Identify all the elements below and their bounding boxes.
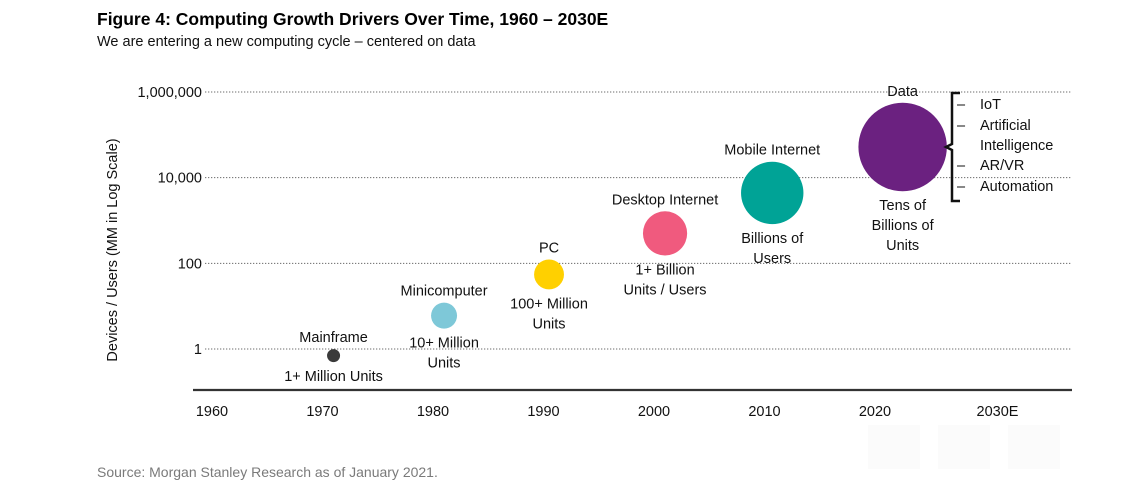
bubble-value-label: Units / Users bbox=[624, 282, 707, 298]
annotation-item: AR/VR bbox=[980, 158, 1024, 174]
faint-watermark-icon bbox=[868, 425, 920, 469]
faint-watermark-icon bbox=[938, 425, 990, 469]
bubble-labels: Mainframe 1+ Million Units Minicomputer 10+… bbox=[284, 84, 934, 385]
y-tick-label: 1,000,000 bbox=[137, 85, 202, 101]
annotation-bullet: – bbox=[957, 179, 966, 195]
x-tick-label: 1960 bbox=[196, 404, 228, 420]
bubble-mainframe bbox=[327, 349, 341, 363]
bubble-value-label: Tens of bbox=[879, 198, 927, 214]
bubble-value-label: Billions of bbox=[872, 218, 935, 234]
bubble-pc bbox=[534, 259, 564, 290]
bubble-value-label: 100+ Million bbox=[510, 296, 588, 312]
bubble-value-label: 1+ Million Units bbox=[284, 369, 383, 385]
bubble-name-label: Data bbox=[887, 84, 919, 100]
x-tick-labels: 1960 1970 1980 1990 2000 2010 2020 2030E bbox=[196, 404, 1019, 420]
source-note: Source: Morgan Stanley Research as of Ja… bbox=[97, 464, 438, 480]
annotation-item: Automation bbox=[980, 179, 1053, 195]
x-tick-label: 1970 bbox=[306, 404, 338, 420]
y-tick-label: 1 bbox=[194, 342, 202, 358]
x-tick-label: 1990 bbox=[527, 404, 559, 420]
annotation-item: Artificial bbox=[980, 118, 1031, 134]
bubble-value-label: Units bbox=[533, 316, 566, 332]
bubble-desktop-internet bbox=[642, 211, 688, 256]
bubble-name-label: Desktop Internet bbox=[612, 192, 718, 208]
x-tick-label: 2020 bbox=[859, 404, 891, 420]
bubble-data bbox=[858, 102, 947, 192]
y-axis-label: Devices / Users (MM in Log Scale) bbox=[105, 138, 121, 361]
annotation-bullet: – bbox=[957, 158, 966, 174]
figure-title: Figure 4: Computing Growth Drivers Over … bbox=[97, 9, 609, 29]
y-tick-label: 100 bbox=[178, 256, 202, 272]
x-tick-label: 2030E bbox=[977, 404, 1019, 420]
bubbles bbox=[327, 102, 947, 363]
bubble-value-label: Users bbox=[753, 251, 791, 267]
bubble-minicomputer bbox=[431, 302, 458, 329]
annotation-bullet: – bbox=[957, 97, 966, 113]
annotation-item: Intelligence bbox=[980, 138, 1053, 154]
y-tick-label: 10,000 bbox=[158, 171, 202, 187]
bubble-name-label: Mobile Internet bbox=[724, 143, 820, 159]
bubble-mobile-internet bbox=[741, 161, 804, 225]
bubble-name-label: PC bbox=[539, 241, 559, 257]
x-tick-label: 2010 bbox=[748, 404, 780, 420]
x-tick-label: 1980 bbox=[417, 404, 449, 420]
faint-watermark-icon bbox=[1008, 425, 1060, 469]
bubble-name-label: Minicomputer bbox=[401, 284, 488, 300]
y-tick-labels: 1 100 10,000 1,000,000 bbox=[137, 85, 202, 358]
bubble-value-label: Units bbox=[428, 356, 461, 372]
annotation-item: IoT bbox=[980, 97, 1001, 113]
bubble-value-label: 1+ Billion bbox=[635, 262, 694, 278]
gridlines bbox=[205, 91, 1072, 350]
x-tick-label: 2000 bbox=[638, 404, 670, 420]
figure-subtitle: We are entering a new computing cycle – … bbox=[97, 34, 476, 50]
bubble-value-label: Billions of bbox=[741, 231, 804, 247]
annotation-bullet: – bbox=[957, 118, 966, 134]
bubble-value-label: 10+ Million bbox=[409, 336, 479, 352]
bubble-value-label: Units bbox=[886, 238, 919, 254]
bubble-name-label: Mainframe bbox=[299, 330, 368, 346]
